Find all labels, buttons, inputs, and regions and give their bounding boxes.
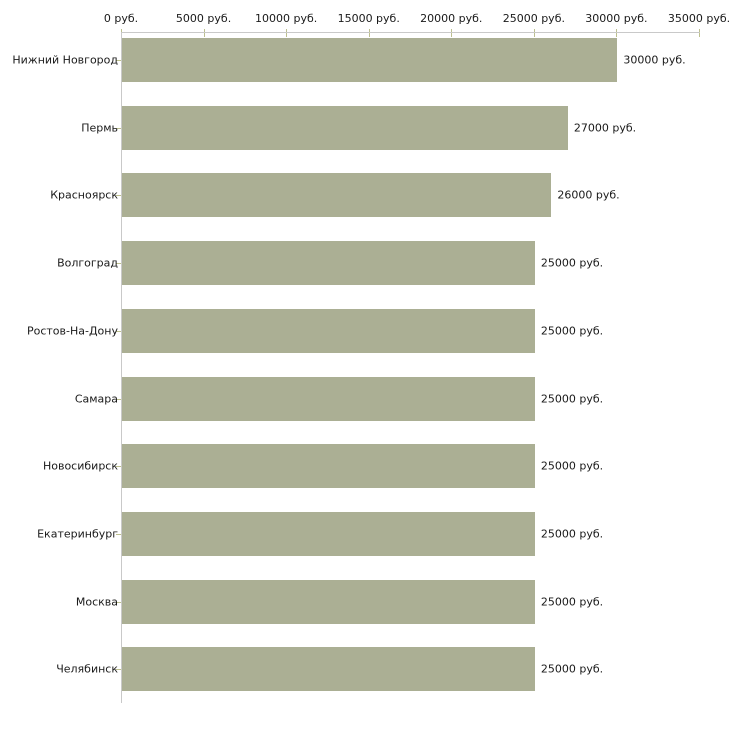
x-axis-tick-label: 35000 руб. <box>667 12 730 25</box>
value-label: 27000 руб. <box>573 121 637 135</box>
x-axis-tick <box>203 29 205 37</box>
bar <box>122 579 535 624</box>
y-axis-tick <box>116 466 121 468</box>
bar <box>122 511 535 556</box>
x-axis-tick <box>368 29 370 37</box>
category-label: Волгоград <box>57 256 118 270</box>
bar <box>122 241 535 286</box>
x-axis-tick-label: 20000 руб. <box>420 12 483 25</box>
y-axis-tick <box>116 263 121 265</box>
category-label: Красноярск <box>50 188 118 202</box>
bar <box>122 444 535 489</box>
x-axis-tick <box>533 29 535 37</box>
category-label: Ростов-На-Дону <box>26 324 118 338</box>
y-axis-tick <box>116 195 121 197</box>
value-label: 25000 руб. <box>540 256 604 270</box>
x-axis-tick <box>451 29 453 37</box>
x-axis-tick <box>699 29 700 37</box>
value-label: 25000 руб. <box>540 527 604 541</box>
y-axis-tick <box>116 533 121 535</box>
category-label: Новосибирск <box>42 459 118 473</box>
y-axis-tick <box>116 60 121 61</box>
x-axis-line <box>121 32 700 33</box>
x-axis-tick-label: 5000 руб. <box>175 12 232 25</box>
bar <box>122 647 535 692</box>
value-label: 25000 руб. <box>540 392 604 405</box>
category-label: Челябинск <box>56 662 118 676</box>
category-label: Москва <box>75 595 118 609</box>
x-axis-tick-label: 15000 руб. <box>337 12 400 25</box>
y-axis-tick <box>116 669 121 671</box>
value-label: 26000 руб. <box>557 188 620 202</box>
category-label: Нижний Новгород <box>12 53 118 67</box>
x-axis-tick-label: 25000 руб. <box>502 12 565 25</box>
x-axis-tick-label: 10000 руб. <box>255 12 318 25</box>
y-axis-tick <box>116 330 121 332</box>
bar <box>122 376 535 421</box>
value-label: 25000 руб. <box>540 595 604 609</box>
value-label: 30000 руб. <box>623 53 686 67</box>
category-label: Самара <box>74 392 118 405</box>
y-axis-tick <box>116 601 121 603</box>
value-label: 25000 руб. <box>540 324 604 338</box>
bar <box>122 308 535 353</box>
y-axis-tick <box>116 398 121 400</box>
y-axis-line <box>121 32 122 703</box>
value-label: 25000 руб. <box>540 662 604 676</box>
x-axis-tick <box>286 29 288 37</box>
category-label: Екатеринбург <box>37 527 118 541</box>
value-label: 25000 руб. <box>540 459 604 473</box>
x-axis-tick <box>616 29 618 37</box>
y-axis-tick <box>116 127 121 129</box>
x-axis-tick-label: 30000 руб. <box>585 12 648 25</box>
bar <box>122 173 552 218</box>
bar <box>122 38 618 82</box>
bar <box>122 105 568 150</box>
category-label: Пермь <box>81 121 118 135</box>
x-axis-tick-label: 0 руб. <box>103 12 139 25</box>
